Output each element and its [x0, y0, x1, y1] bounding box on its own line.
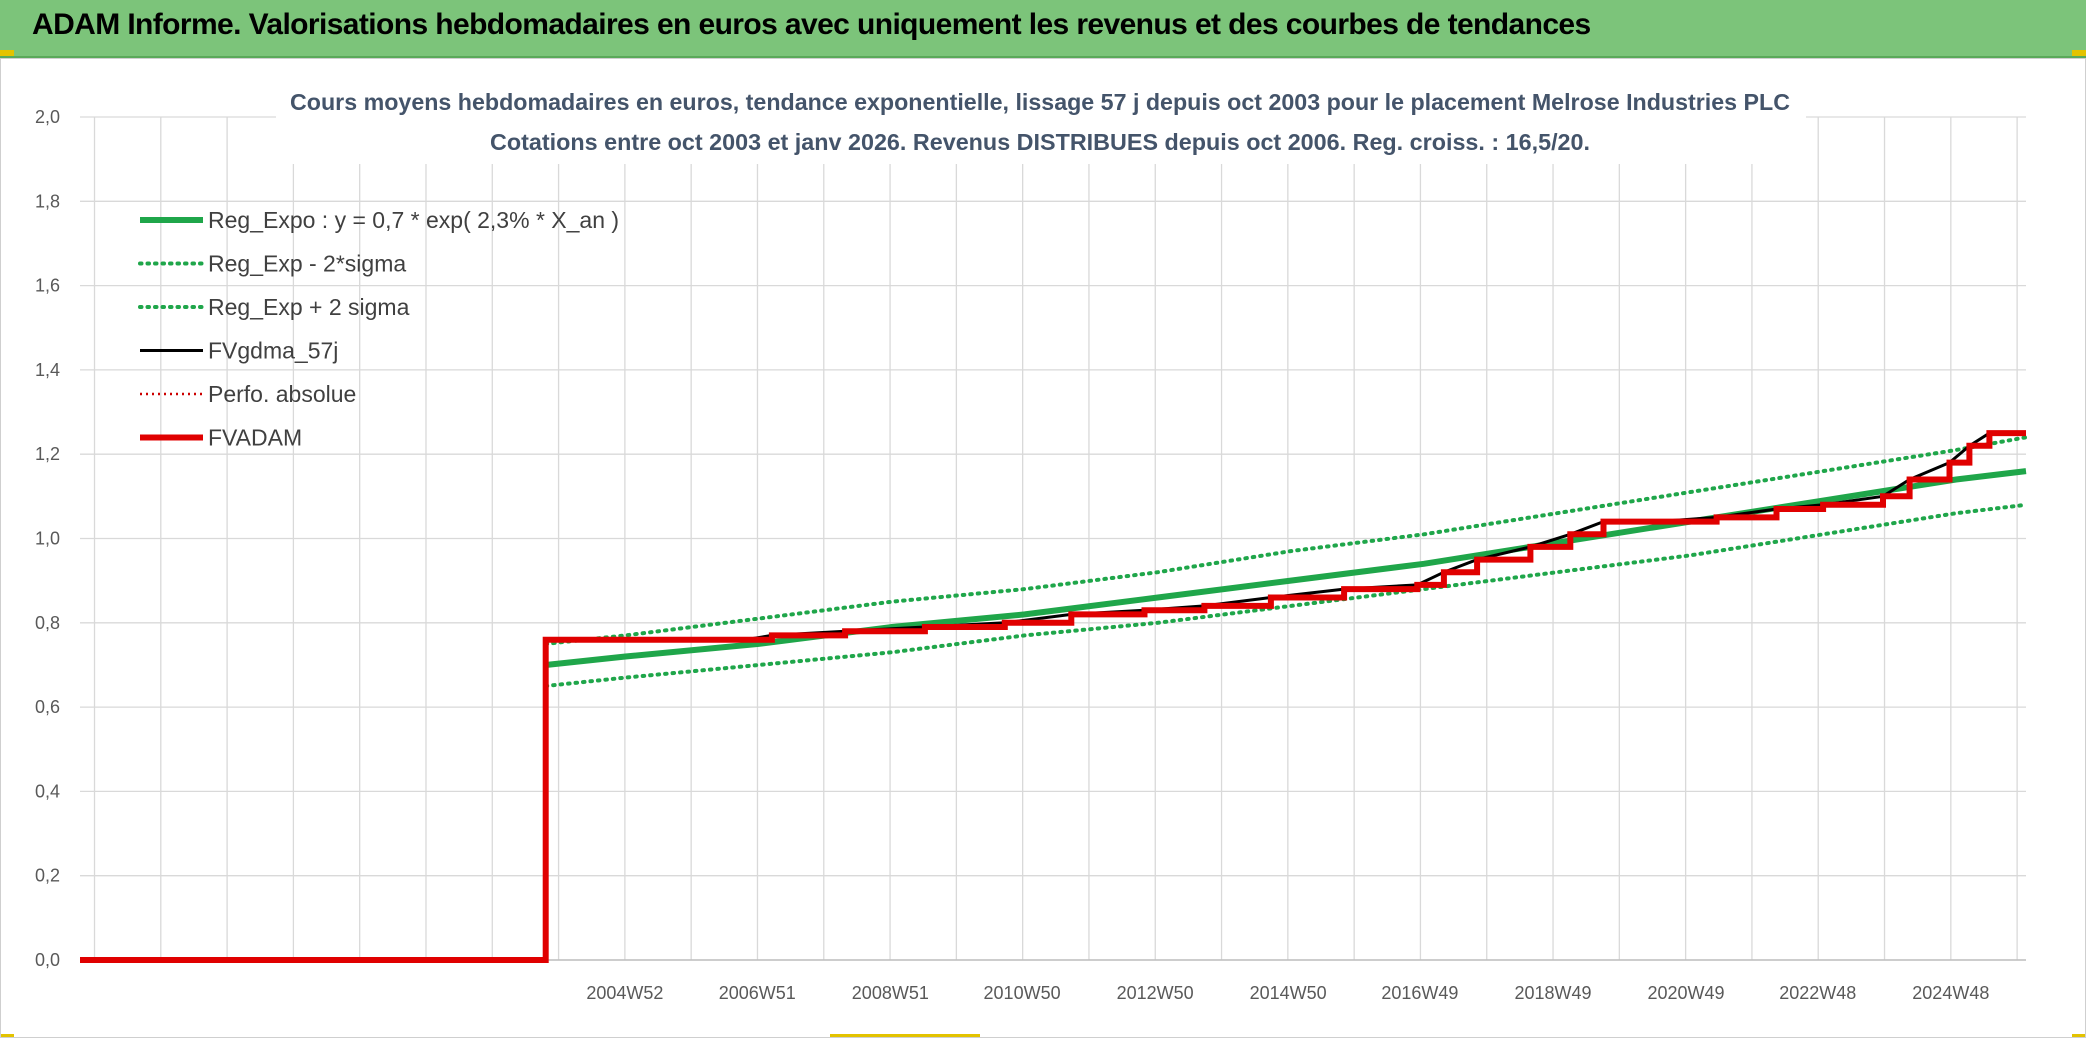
y-tick-label: 1,2	[35, 444, 60, 464]
bottom-accent	[830, 1034, 980, 1038]
legend: Reg_Expo : y = 0,7 * exp( 2,3% * X_an ) R…	[138, 207, 619, 451]
y-tick-label: 1,4	[35, 360, 60, 380]
corner-accent-left	[0, 50, 14, 56]
y-tick-label: 0,8	[35, 613, 60, 633]
x-tick-label: 2024W48	[1912, 983, 1989, 1003]
chart-subtitle: Cotations entre oct 2003 et janv 2026. R…	[490, 129, 1590, 155]
series-line-0	[545, 468, 2027, 668]
y-tick-label: 0,6	[35, 697, 60, 717]
corner-accent-bottom-left	[0, 1034, 14, 1038]
legend-label: Reg_Exp + 2 sigma	[208, 294, 410, 320]
grid	[80, 116, 2026, 961]
y-axis-ticks: 0,0 0,2 0,4 0,6 0,8 1,0 1,2 1,4 1,6 1,8 2,0	[35, 107, 60, 970]
title-background	[276, 82, 1806, 164]
x-tick-label: 2020W49	[1648, 983, 1725, 1003]
series-line-4	[80, 430, 2026, 963]
x-tick-label: 2018W49	[1514, 983, 1591, 1003]
x-tick-label: 2004W52	[586, 983, 663, 1003]
y-tick-label: 0,0	[35, 950, 60, 970]
y-tick-label: 1,8	[35, 191, 60, 211]
x-tick-label: 2014W50	[1250, 983, 1327, 1003]
x-axis-ticks: 2004W52 2006W51 2008W51 2010W50 2012W50 2014W…	[586, 983, 1989, 1003]
corner-accent-bottom-right	[2072, 1034, 2086, 1038]
corner-accent-right	[2072, 50, 2086, 56]
series-line-2	[543, 435, 2028, 646]
x-tick-label: 2006W51	[719, 983, 796, 1003]
y-tick-label: 0,2	[35, 866, 60, 886]
page-title: ADAM Informe. Valorisations hebdomadaire…	[32, 8, 1591, 41]
y-tick-label: 1,0	[35, 529, 60, 549]
x-tick-label: 2012W50	[1117, 983, 1194, 1003]
x-tick-label: 2010W50	[984, 983, 1061, 1003]
chart-title: Cours moyens hebdomadaires en euros, ten…	[290, 89, 1790, 115]
x-tick-label: 2022W48	[1779, 983, 1856, 1003]
series-line-1	[543, 502, 2028, 688]
y-tick-label: 0,4	[35, 781, 60, 801]
legend-label: Reg_Exp - 2*sigma	[208, 251, 406, 277]
legend-label: FVgdma_57j	[208, 338, 338, 364]
legend-label: FVADAM	[208, 425, 302, 451]
x-tick-label: 2016W49	[1381, 983, 1458, 1003]
x-tick-label: 2008W51	[852, 983, 929, 1003]
y-tick-label: 1,6	[35, 276, 60, 296]
series	[80, 430, 2028, 963]
header-bar: ADAM Informe. Valorisations hebdomadaire…	[0, 0, 2086, 58]
y-tick-label: 2,0	[35, 107, 60, 127]
legend-label: Reg_Expo : y = 0,7 * exp( 2,3% * X_an )	[208, 207, 619, 233]
legend-label: Perfo. absolue	[208, 381, 356, 407]
